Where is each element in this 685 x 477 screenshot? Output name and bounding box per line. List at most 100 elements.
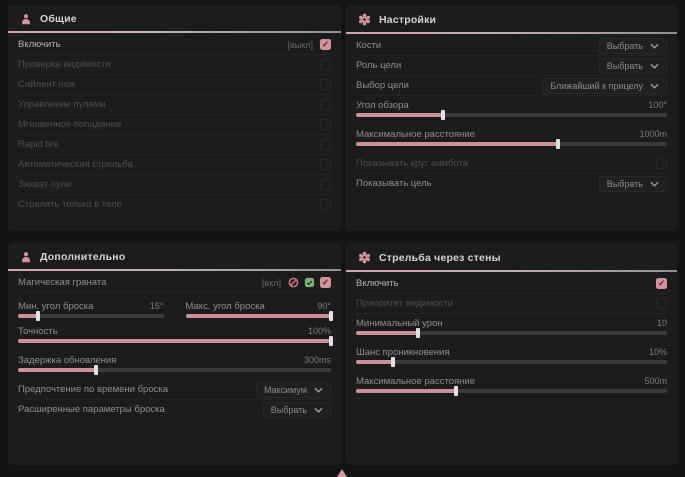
checkbox[interactable] [320, 199, 331, 210]
toggle-controls [320, 139, 331, 150]
checkbox[interactable] [320, 139, 331, 150]
slider-thumb[interactable] [329, 336, 333, 346]
panel-header: Настройки [346, 5, 677, 32]
setting-label: Расширенные параметры броска [18, 404, 165, 415]
slider-label: Точность [18, 325, 58, 337]
slider-value: 100° [648, 100, 667, 110]
toggle-row: Мгновенное попадание [18, 115, 331, 135]
settings-list: Магическая граната [вкл] ✓ Мин. угол броска… [8, 271, 341, 419]
toggle-controls [656, 158, 667, 169]
setting-label: Выбор цели [356, 80, 409, 91]
slider-value: 10 [656, 318, 667, 328]
slider-fill [356, 113, 444, 117]
slider-caption: Макс. угол броска 90° [186, 300, 332, 312]
dropdown-value: Выбрать [606, 40, 643, 51]
toggle-row: Стрелять только в тело [18, 195, 331, 214]
setting-label: Роль цели [356, 60, 402, 71]
toggle-row: Включить [выкл] ✓ [18, 35, 331, 55]
toggle-row: Автоматическая стрельба [18, 155, 331, 175]
slider-thumb[interactable] [94, 365, 99, 375]
header-divider [8, 31, 341, 33]
slider[interactable] [18, 336, 333, 346]
slider[interactable] [356, 357, 667, 367]
panel-header: Стрельба через стены [346, 243, 677, 270]
slider-thumb[interactable] [441, 110, 446, 120]
slider-label: Мин. угол броска [18, 300, 94, 312]
dropdown[interactable]: Ближайший к прицелу [542, 77, 667, 94]
slider[interactable] [356, 110, 667, 120]
slider[interactable] [18, 365, 331, 375]
checkbox[interactable] [320, 79, 331, 90]
slider-value: 500m [644, 376, 667, 386]
slider[interactable] [18, 311, 164, 321]
checkbox[interactable] [320, 179, 331, 190]
panel-header: Дополнительно [8, 243, 341, 269]
setting-label: Приоритет видимости [356, 298, 453, 309]
checkbox[interactable] [320, 99, 331, 110]
toggle-controls [320, 179, 331, 190]
panel-title: Стрельба через стены [379, 251, 501, 264]
dropdown[interactable]: Выбрать [598, 37, 667, 54]
slider-value: 15° [149, 301, 164, 311]
setting-label: Предпочтение по времени броска [18, 384, 168, 395]
slider-caption: Максимальное расстояние 1000m [356, 128, 667, 140]
chevron-down-icon [650, 63, 659, 69]
checkbox[interactable]: ✓ [656, 278, 667, 289]
checkbox[interactable]: ✓ [320, 39, 331, 50]
slider-caption: Шанс проникновения 10% [356, 346, 667, 358]
slider-row: Максимальное расстояние 1000m [356, 125, 667, 154]
slider[interactable] [356, 328, 667, 338]
checkbox[interactable] [320, 119, 331, 130]
checkbox[interactable]: ✓ [320, 277, 331, 288]
select-row: Кости Выбрать [356, 36, 667, 56]
slider-thumb[interactable] [416, 328, 421, 338]
dropdown[interactable]: Выбрать [262, 401, 331, 418]
person-icon [20, 251, 32, 263]
slider-fill [18, 339, 331, 343]
checkbox[interactable] [320, 159, 331, 170]
panel-settings: Настройки Кости Выбрать Роль цели Выбрать Вы… [346, 5, 677, 231]
slider-value: 300ms [303, 355, 331, 365]
setting-label: Показывать цель [356, 178, 432, 189]
slider-fill [356, 389, 456, 393]
setting-label: Включить [18, 39, 61, 50]
panel-title: Настройки [379, 13, 437, 26]
toggle-controls: [вкл] ✓ [262, 277, 331, 288]
toggle-row: Захват пули [18, 175, 331, 195]
slider-thumb[interactable] [36, 311, 41, 321]
chevron-down-icon [650, 43, 659, 49]
slider-group: Максимальное расстояние 500m [356, 375, 667, 396]
checkbox[interactable] [320, 59, 331, 70]
slider-thumb[interactable] [391, 357, 396, 367]
eye-off-icon [288, 277, 299, 288]
slider[interactable] [185, 311, 333, 321]
slider-caption: Задержка обновления 300ms [18, 354, 331, 366]
checkbox[interactable] [656, 298, 667, 309]
toggle-controls [320, 79, 331, 90]
scroll-up-indicator-icon [337, 469, 347, 477]
slider-group: Точность 100% [18, 325, 333, 346]
slider-thumb[interactable] [329, 311, 333, 321]
dropdown[interactable]: Выбрать [598, 175, 667, 192]
settings-list: Кости Выбрать Роль цели Выбрать Выбор цели Бл… [346, 34, 677, 193]
slider[interactable] [356, 386, 667, 396]
slider-caption: Угол обзора 100° [356, 99, 667, 111]
dropdown[interactable]: Выбрать [598, 57, 667, 74]
toggle-row: Показывать круг аимбота [356, 154, 667, 174]
slider[interactable] [356, 139, 667, 149]
slider-label: Максимальное расстояние [356, 375, 475, 387]
slider-group: Минимальный урон 10 [356, 317, 667, 338]
toggle-row: Rapid fire [18, 135, 331, 155]
dropdown-value: Выбрать [606, 178, 643, 189]
setting-label: Захват пули [18, 179, 72, 190]
toggle-controls [320, 59, 331, 70]
checkbox[interactable] [656, 158, 667, 169]
dropdown[interactable]: Максимум [255, 381, 331, 398]
slider-thumb[interactable] [556, 139, 561, 149]
slider-thumb[interactable] [453, 386, 458, 396]
person-icon [20, 13, 32, 25]
chevron-down-icon [650, 83, 659, 89]
gear-icon [358, 13, 371, 26]
slider-group: Мин. угол броска 15° [18, 300, 164, 321]
